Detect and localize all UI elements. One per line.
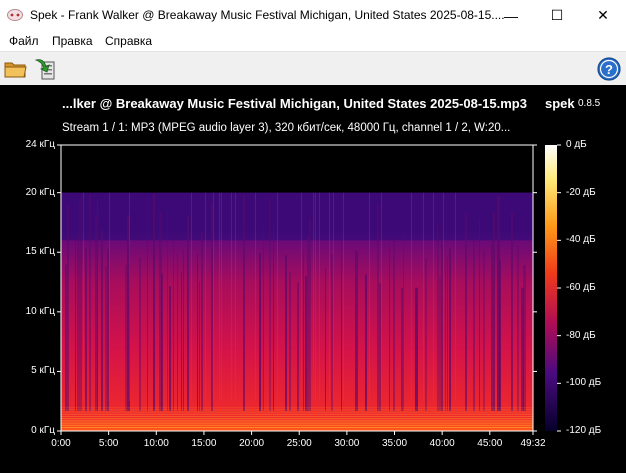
time-label: 10:00 — [143, 438, 169, 449]
help-icon[interactable]: ? — [596, 56, 622, 82]
db-label: -20 дБ — [566, 186, 596, 198]
freq-label: 24 кГц — [25, 139, 55, 150]
save-arrow-icon[interactable] — [33, 56, 59, 82]
db-label: -120 дБ — [566, 425, 602, 436]
db-label: -100 дБ — [566, 377, 602, 389]
close-button[interactable]: ✕ — [597, 7, 609, 23]
time-label: 49:32 — [520, 438, 546, 449]
time-label: 25:00 — [286, 438, 312, 449]
cutoff-band — [61, 192, 533, 241]
time-label: 0:00 — [51, 438, 71, 449]
time-label: 40:00 — [429, 438, 455, 449]
freq-label: 15 кГц — [25, 246, 55, 258]
help-glyph: ? — [605, 62, 613, 77]
spectrogram-graph — [57, 144, 561, 435]
low-freq-bands — [61, 407, 533, 428]
folder-open-icon[interactable] — [3, 56, 29, 82]
time-label: 35:00 — [381, 438, 408, 449]
menu-edit[interactable]: Правка — [52, 34, 93, 48]
menu-file[interactable]: Файл — [9, 34, 39, 48]
time-label: 5:00 — [98, 438, 119, 449]
maximize-button[interactable]: ☐ — [550, 7, 564, 23]
time-label: 15:00 — [191, 438, 217, 449]
db-label: -60 дБ — [566, 282, 596, 293]
plot-frame — [60, 144, 534, 432]
freq-label: 20 кГц — [25, 186, 55, 198]
freq-label: 0 кГц — [31, 425, 55, 436]
file-title: ...lker @ Breakaway Music Festival Michi… — [62, 96, 527, 111]
time-label: 45:00 — [477, 438, 503, 449]
time-label: 20:00 — [239, 438, 265, 449]
time-label: 30:00 — [334, 438, 360, 449]
app-name: spek — [545, 96, 575, 111]
freq-label: 5 кГц — [31, 365, 55, 377]
title-bar[interactable]: Spek - Frank Walker @ Breakaway Music Fe… — [0, 0, 626, 31]
db-scale-bar — [545, 145, 557, 431]
menu-help[interactable]: Справка — [105, 34, 153, 48]
freq-label: 10 кГц — [25, 305, 55, 317]
db-label: 0 дБ — [566, 139, 587, 150]
minimize-button[interactable]: — — [504, 7, 518, 24]
app-icon — [7, 9, 23, 21]
stream-info: Stream 1 / 1: MP3 (MPEG audio layer 3), … — [62, 122, 511, 134]
db-label: -40 дБ — [566, 234, 596, 246]
spectrogram-viewer[interactable]: ...lker @ Breakaway Music Festival Michi… — [0, 85, 626, 473]
db-label: -80 дБ — [566, 329, 596, 341]
menu-bar: Файл Правка Справка — [0, 31, 626, 51]
toolbar: ? — [0, 51, 626, 86]
app-version: 0.8.5 — [578, 98, 601, 109]
spectrum-streaks — [65, 192, 526, 411]
window-title: Spek - Frank Walker @ Breakaway Music Fe… — [30, 8, 505, 22]
